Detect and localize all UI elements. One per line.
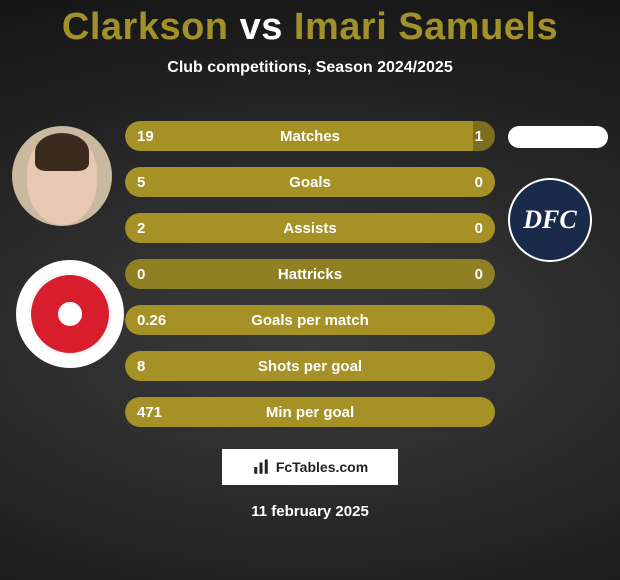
stat-label: Goals <box>125 167 495 197</box>
watermark-text: FcTables.com <box>276 459 368 475</box>
footer-date: 11 february 2025 <box>0 503 620 520</box>
stat-row: 0.26Goals per match <box>125 305 495 335</box>
stat-label: Goals per match <box>125 305 495 335</box>
stat-label: Hattricks <box>125 259 495 289</box>
stat-row: 191Matches <box>125 121 495 151</box>
title-vs: vs <box>240 6 283 48</box>
subtitle: Club competitions, Season 2024/2025 <box>0 59 620 77</box>
stat-row: 20Assists <box>125 213 495 243</box>
stat-label: Min per goal <box>125 397 495 427</box>
stat-row: 50Goals <box>125 167 495 197</box>
title-player2: Imari Samuels <box>294 6 558 48</box>
page-title: Clarkson vs Imari Samuels <box>0 0 620 49</box>
stat-row: 471Min per goal <box>125 397 495 427</box>
player1-photo <box>12 126 112 226</box>
club2-logo-text: DFC <box>523 205 576 235</box>
stats-list: 191Matches 50Goals 20Assists 00Hattricks 0.2… <box>125 121 495 427</box>
stat-row: 00Hattricks <box>125 259 495 289</box>
club2-logo: DFC <box>508 178 592 262</box>
bar-chart-icon <box>252 458 270 476</box>
stat-label: Shots per goal <box>125 351 495 381</box>
club1-logo <box>16 260 124 368</box>
title-player1: Clarkson <box>62 6 229 48</box>
watermark-badge: FcTables.com <box>222 449 398 485</box>
stat-row: 8Shots per goal <box>125 351 495 381</box>
stat-label: Matches <box>125 121 495 151</box>
stat-label: Assists <box>125 213 495 243</box>
player2-photo-placeholder <box>508 126 608 148</box>
